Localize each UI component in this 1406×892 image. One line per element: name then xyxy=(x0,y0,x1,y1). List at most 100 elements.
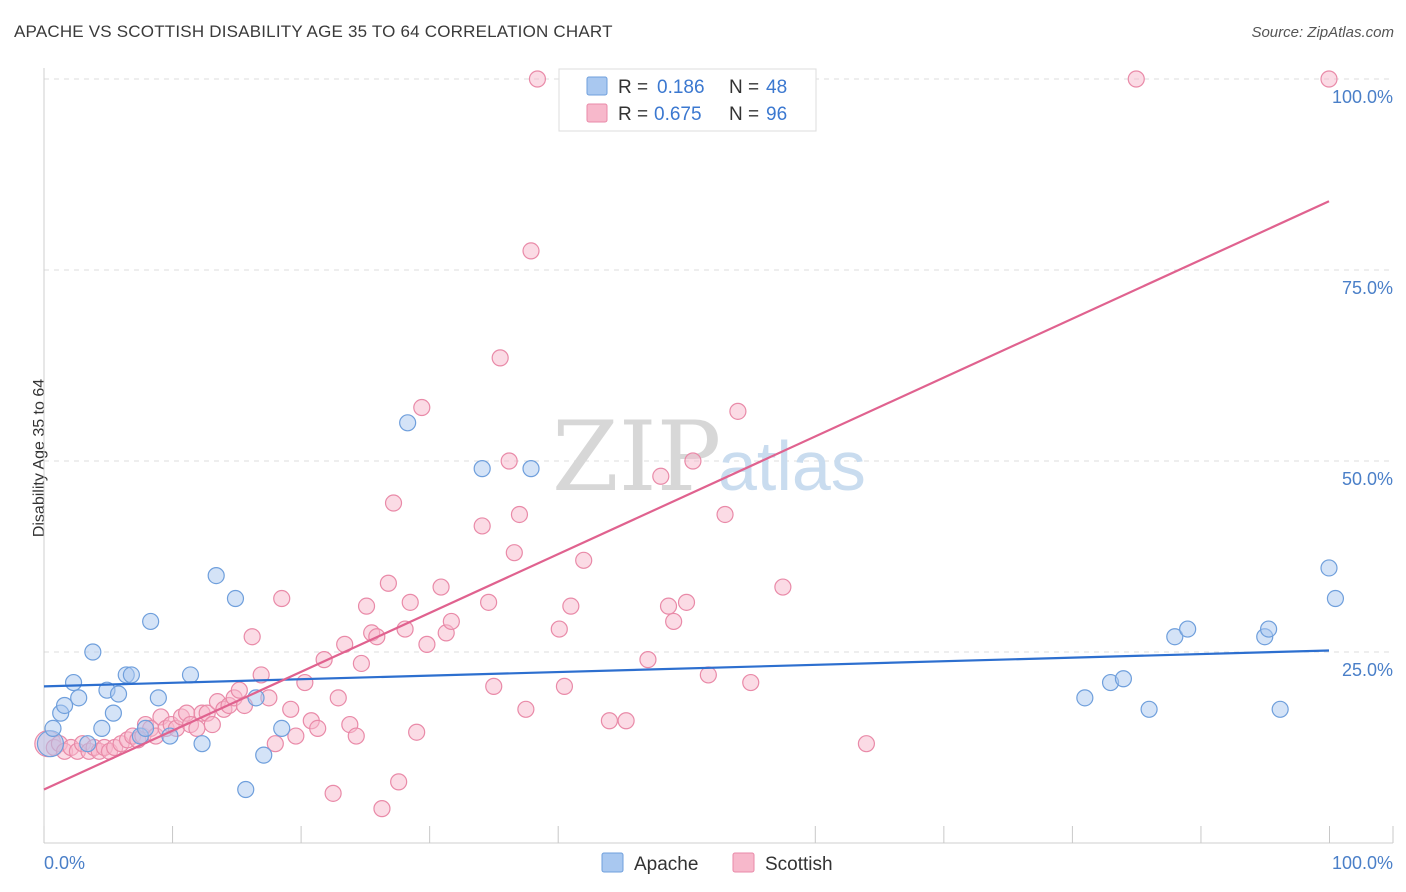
scatter-point xyxy=(207,566,225,585)
scatter-point xyxy=(122,666,140,684)
watermark: ZIP atlas xyxy=(552,401,866,513)
x-tick-label-max: 100.0% xyxy=(1332,853,1393,873)
trend-lines xyxy=(43,200,1330,791)
scatter-point xyxy=(296,673,314,692)
scatter-point xyxy=(266,735,284,753)
scatter-point xyxy=(55,696,74,715)
scatter-point xyxy=(149,689,167,707)
scatter-point xyxy=(716,505,734,524)
scatter-point xyxy=(473,517,491,535)
scatter-point xyxy=(282,700,300,718)
bottom-legend-scottish-label: Scottish xyxy=(765,854,833,875)
y-tick-labels: 25.0% 50.0% 75.0% 100.0% xyxy=(1332,87,1393,680)
scatter-point xyxy=(432,578,450,596)
scatter-point xyxy=(473,460,491,478)
scatter-point xyxy=(347,727,365,745)
legend-scottish-swatch xyxy=(586,103,608,123)
scatter-point xyxy=(84,643,102,661)
legend-scottish-r-label: R = xyxy=(618,104,648,125)
scatter-point xyxy=(408,723,426,741)
scatter-point xyxy=(193,735,211,753)
scatter-point xyxy=(550,620,568,638)
scatter-point xyxy=(639,651,657,669)
scatter-point xyxy=(401,593,419,611)
scatter-point xyxy=(142,612,160,631)
x-tick-label-min: 0.0% xyxy=(44,853,85,873)
scatter-point xyxy=(309,719,327,738)
scatter-point xyxy=(442,612,460,631)
scatter-point xyxy=(226,589,245,608)
scatter-point xyxy=(684,452,702,470)
scatter-point xyxy=(324,784,342,802)
scatter-point xyxy=(70,689,88,707)
scatter-point xyxy=(255,746,273,764)
scatter-point xyxy=(491,349,509,367)
scatter-point xyxy=(480,593,498,611)
bottom-legend-apache-label: Apache xyxy=(634,854,698,875)
scatter-point xyxy=(575,551,593,569)
gridlines xyxy=(44,78,1393,653)
legend-apache-n-value: 48 xyxy=(766,77,787,98)
scatter-point xyxy=(379,574,397,592)
y-tick-label: 100.0% xyxy=(1332,87,1393,107)
scatter-point xyxy=(1114,670,1133,688)
scatter-point xyxy=(64,673,83,692)
scatter-point xyxy=(1179,620,1197,638)
bottom-legend-apache-swatch xyxy=(601,852,624,873)
scatter-point xyxy=(93,719,111,738)
scatter-point xyxy=(617,712,635,730)
scatter-point xyxy=(665,612,683,631)
scatter-point xyxy=(699,666,717,684)
scatter-point xyxy=(677,593,696,611)
scatter-point xyxy=(230,681,248,699)
legend-apache-r-value: 0.186 xyxy=(657,77,705,98)
y-tick-label: 25.0% xyxy=(1342,660,1393,680)
scatter-point xyxy=(44,719,62,738)
scatter-point xyxy=(109,685,128,703)
scatter-point xyxy=(357,597,376,615)
legend-top: R = 0.186 N = 48 R = 0.675 N = 96 xyxy=(558,68,817,132)
scatter-point xyxy=(729,402,747,420)
scatter-point xyxy=(287,727,305,745)
scatter-point xyxy=(485,677,503,695)
scatter-point xyxy=(1076,689,1094,707)
scatter-point xyxy=(505,544,523,562)
scatter-point xyxy=(79,735,97,753)
scatter-point xyxy=(181,666,200,684)
scatter-point xyxy=(1320,70,1338,88)
scatter-point xyxy=(413,398,431,417)
scatter-point xyxy=(136,719,155,738)
scatter-point xyxy=(252,666,270,684)
scatter-point xyxy=(1271,700,1289,718)
scatter-point xyxy=(399,414,417,432)
scatter-point xyxy=(237,780,255,799)
y-tick-label: 75.0% xyxy=(1342,278,1393,298)
scatter-point xyxy=(1320,559,1338,577)
scatter-point xyxy=(555,677,574,695)
scatter-point xyxy=(774,578,792,596)
scatter-point xyxy=(517,700,535,718)
legend-apache-n-label: N = xyxy=(729,77,759,98)
scatter-point xyxy=(500,452,518,470)
legend-apache-r-label: R = xyxy=(618,77,648,98)
scatter-point xyxy=(352,654,370,673)
scatter-point xyxy=(857,735,876,753)
watermark-atlas: atlas xyxy=(718,427,866,505)
bottom-legend-scottish-swatch xyxy=(732,852,755,873)
legend-scottish-r-value: 0.675 xyxy=(654,104,702,125)
scatter-point xyxy=(522,460,540,478)
scatter-point xyxy=(522,242,540,260)
scatter-point xyxy=(273,719,291,738)
scatter-point xyxy=(390,773,408,791)
scatter-point xyxy=(1140,700,1158,718)
scatter-point xyxy=(329,689,347,707)
legend-scottish-n-label: N = xyxy=(729,104,759,125)
scatter-point xyxy=(273,589,291,608)
scatter-point xyxy=(1326,589,1345,608)
y-tick-label: 50.0% xyxy=(1342,469,1393,489)
scatter-point xyxy=(418,635,436,653)
scatter-point xyxy=(384,494,403,512)
scatter-point xyxy=(1166,628,1184,646)
axes xyxy=(43,68,1394,844)
scatter-point xyxy=(203,715,221,734)
